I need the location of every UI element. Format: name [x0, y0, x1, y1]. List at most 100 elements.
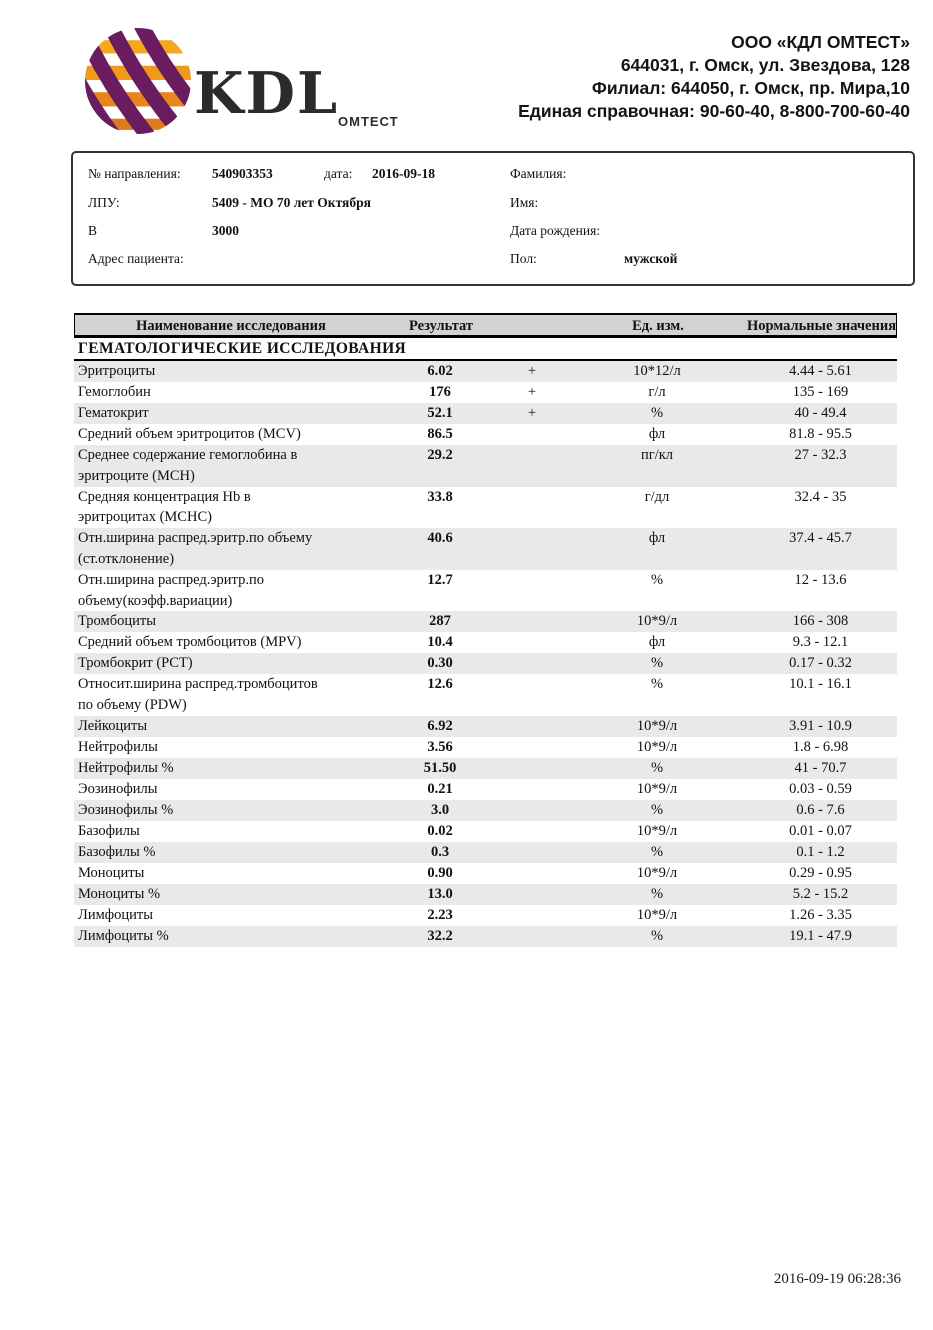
sex-value: мужской: [624, 251, 678, 266]
print-timestamp: 2016-09-19 06:28:36: [773, 1271, 901, 1287]
company-phones: Единая справочная: 90-60-40, 8-800-700-6…: [518, 101, 910, 121]
test-units: %: [650, 801, 664, 818]
test-normal-range: 1.26 - 3.35: [789, 906, 852, 923]
section-title: ГЕМАТОЛОГИЧЕСКИЕ ИССЛЕДОВАНИЯ: [74, 338, 897, 361]
kdl-logo-sphere-icon: [85, 28, 191, 134]
address-label: Адрес пациента:: [88, 251, 184, 266]
test-result: 0.90: [427, 864, 453, 881]
test-result: 0.21: [427, 780, 453, 797]
test-normal-range: 135 - 169: [792, 384, 849, 400]
table-row: Базофилы % 0.3 % 0.1 - 1.2: [74, 841, 897, 863]
results-table: Наименование исследования Результат Ед. …: [74, 313, 897, 947]
test-name: Относит.ширина распред.тромбоцитов по об…: [78, 676, 318, 714]
test-name: Моноциты %: [78, 885, 161, 902]
test-result: 0.02: [427, 822, 453, 839]
test-name: Эритроциты: [78, 363, 156, 379]
test-flag: +: [527, 384, 537, 400]
company-address: 644031, г. Омск, ул. Звездова, 128: [620, 55, 910, 75]
test-normal-range: 0.6 - 7.6: [796, 801, 845, 818]
test-normal-range: 1.8 - 6.98: [792, 738, 849, 755]
test-units: 10*9/л: [636, 864, 678, 881]
test-name: Нейтрофилы %: [78, 759, 174, 776]
test-normal-range: 41 - 70.7: [794, 759, 847, 776]
table-row: Лимфоциты % 32.2 % 19.1 - 47.9: [74, 925, 897, 947]
test-name: Отн.ширина распред.эритр.по объему(коэфф…: [78, 571, 264, 609]
test-result: 40.6: [427, 530, 453, 547]
table-row: Эритроциты 6.02 + 10*12/л 4.44 - 5.61: [74, 361, 897, 382]
test-name: Лимфоциты %: [78, 927, 169, 944]
test-units: 10*12/л: [633, 363, 681, 379]
test-units: %: [650, 655, 664, 672]
test-name: Моноциты: [78, 864, 145, 881]
table-row: Отн.ширина распред.эритр.по объему(коэфф…: [74, 570, 897, 612]
kdl-wordmark: KDL: [194, 60, 340, 127]
test-name: Гемоглобин: [78, 384, 151, 400]
column-header-name: Наименование исследования: [136, 318, 326, 334]
test-units: фл: [648, 426, 666, 442]
test-result: 287: [429, 613, 451, 630]
test-result: 12.6: [427, 676, 453, 693]
test-name: Эозинофилы %: [78, 801, 174, 818]
lpu-label: ЛПУ:: [88, 195, 120, 210]
test-normal-range: 9.3 - 12.1: [792, 634, 849, 651]
table-row: Гематокрит 52.1 + % 40 - 49.4: [74, 403, 897, 424]
test-result: 29.2: [427, 447, 453, 463]
table-row: Эозинофилы % 3.0 % 0.6 - 7.6: [74, 799, 897, 821]
test-name: Нейтрофилы: [78, 738, 158, 755]
firstname-label: Имя:: [510, 195, 539, 210]
test-units: 10*9/л: [636, 780, 678, 797]
test-normal-range: 27 - 32.3: [794, 447, 847, 463]
column-header-normal: Нормальные значения: [746, 318, 897, 334]
table-row: Средняя концентрация Hb в эритроцитах (M…: [74, 487, 897, 529]
date-value: 2016-09-18: [372, 166, 435, 181]
date-label: дата:: [324, 166, 353, 181]
table-row: Лейкоциты 6.92 10*9/л 3.91 - 10.9: [74, 715, 897, 737]
test-units: %: [650, 571, 664, 588]
test-flag: +: [527, 363, 537, 379]
test-name: Средняя концентрация Hb в эритроцитах (M…: [78, 488, 251, 526]
test-name: Средний объем эритроцитов (MCV): [78, 426, 301, 442]
test-normal-range: 166 - 308: [792, 613, 849, 630]
test-normal-range: 0.29 - 0.95: [789, 864, 852, 881]
test-units: 10*9/л: [636, 717, 678, 734]
test-normal-range: 10.1 - 16.1: [789, 676, 852, 693]
test-flag: +: [527, 405, 537, 421]
test-normal-range: 4.44 - 5.61: [789, 363, 852, 379]
column-header-units: Ед. изм.: [632, 318, 684, 334]
test-normal-range: 0.1 - 1.2: [796, 843, 845, 860]
test-units: г/л: [648, 384, 666, 400]
table-row: Тромбоциты 287 10*9/л 166 - 308: [74, 611, 897, 633]
table-row: Моноциты % 13.0 % 5.2 - 15.2: [74, 883, 897, 905]
test-normal-range: 19.1 - 47.9: [789, 927, 852, 944]
table-row: Средний объем тромбоцитов (MPV) 10.4 фл …: [74, 632, 897, 653]
test-name: Тромбоциты: [78, 613, 156, 630]
test-normal-range: 37.4 - 45.7: [789, 530, 852, 547]
test-name: Тромбокрит (PCT): [78, 655, 193, 672]
referral-value: 540903353: [212, 166, 273, 181]
test-name: Средний объем тромбоцитов (MPV): [78, 634, 302, 651]
test-result: 12.7: [427, 571, 453, 588]
test-name: Среднее содержание гемоглобина в эритроц…: [78, 447, 298, 484]
test-normal-range: 0.17 - 0.32: [789, 655, 852, 672]
referral-label: № направления:: [88, 166, 181, 181]
birthdate-label: Дата рождения:: [510, 223, 601, 238]
test-normal-range: 5.2 - 15.2: [792, 885, 849, 902]
test-normal-range: 3.91 - 10.9: [789, 717, 852, 734]
table-row: Нейтрофилы % 51.50 % 41 - 70.7: [74, 757, 897, 779]
test-units: %: [650, 843, 664, 860]
table-row: Эозинофилы 0.21 10*9/л 0.03 - 0.59: [74, 779, 897, 800]
test-normal-range: 40 - 49.4: [794, 405, 847, 421]
table-row: Тромбокрит (PCT) 0.30 % 0.17 - 0.32: [74, 653, 897, 675]
table-row: Лимфоциты 2.23 10*9/л 1.26 - 3.35: [74, 905, 897, 926]
test-units: %: [650, 885, 664, 902]
test-units: %: [650, 759, 664, 776]
test-result: 32.2: [427, 927, 453, 944]
test-normal-range: 0.03 - 0.59: [789, 780, 852, 797]
table-row: Нейтрофилы 3.56 10*9/л 1.8 - 6.98: [74, 737, 897, 758]
table-header-row: Наименование исследования Результат Ед. …: [74, 313, 897, 338]
test-result: 2.23: [427, 906, 453, 923]
test-result: 52.1: [427, 405, 453, 421]
test-units: г/дл: [644, 488, 670, 505]
test-units: 10*9/л: [636, 822, 678, 839]
